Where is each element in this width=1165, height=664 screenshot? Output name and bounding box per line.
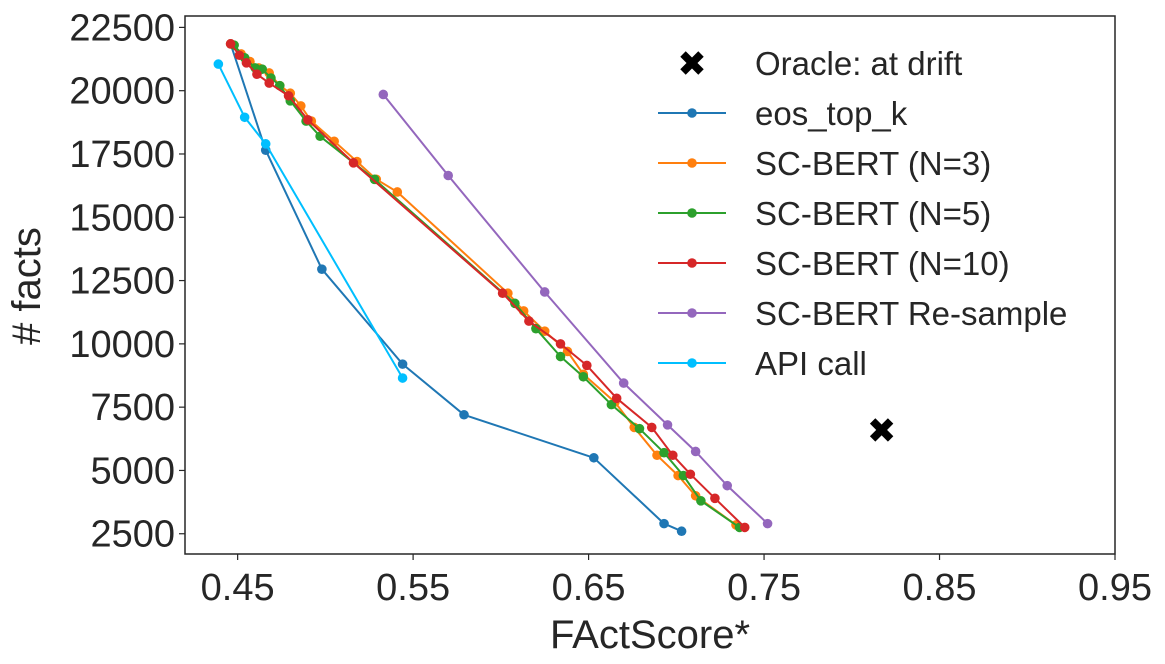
y-tick-label: 22500 <box>69 7 175 49</box>
data-point-sc-bert-n-10 <box>524 316 534 326</box>
data-point-sc-bert-re-sample <box>443 171 453 181</box>
y-axis: 2500 5000 7500 10000 12500 15000 17500 20000 225… <box>69 7 185 555</box>
data-point-sc-bert-n-10 <box>582 361 592 371</box>
data-point-sc-bert-n-10 <box>710 494 720 504</box>
x-axis-title: FActScore* <box>550 613 750 657</box>
data-point-sc-bert-n-10 <box>668 450 678 460</box>
legend-label-eos-top-k: eos_top_k <box>755 95 908 132</box>
y-tick-label: 17500 <box>69 134 175 176</box>
data-point-sc-bert-re-sample <box>722 481 732 491</box>
legend-marker-api-call <box>687 358 697 368</box>
data-point-sc-bert-n-10 <box>686 469 696 479</box>
legend-label-sc-bert-re-sample: SC-BERT Re-sample <box>755 295 1067 332</box>
data-point-sc-bert-n-10 <box>498 288 508 298</box>
data-point-sc-bert-n-10 <box>740 523 750 533</box>
data-point-sc-bert-n-10 <box>647 423 657 433</box>
data-point-sc-bert-n-10 <box>303 115 313 125</box>
legend-label-oracle: Oracle: at drift <box>755 45 962 82</box>
x-tick-label: 0.45 <box>201 567 275 609</box>
data-point-sc-bert-n-10 <box>252 69 262 79</box>
legend: Oracle: at drift eos_top_k SC-BERT (N=3) SC… <box>658 45 1067 382</box>
data-point-sc-bert-n-10 <box>264 78 274 88</box>
series-eos-top-k <box>226 39 687 536</box>
oracle-marker <box>873 421 891 439</box>
y-tick-label: 7500 <box>90 387 175 429</box>
plot-frame <box>185 16 1115 554</box>
data-point-sc-bert-re-sample <box>691 447 701 457</box>
data-point-eos-top-k <box>317 264 327 274</box>
legend-oracle-marker <box>683 54 701 72</box>
x-tick-label: 0.55 <box>376 567 450 609</box>
legend-label-api-call: API call <box>755 345 867 382</box>
legend-marker-sc-bert-re-sample <box>687 308 697 318</box>
data-point-sc-bert-n-10 <box>235 50 245 60</box>
data-point-sc-bert-n-10 <box>284 91 294 101</box>
legend-label-sc-bert-n-3: SC-BERT (N=3) <box>755 145 991 182</box>
y-tick-label: 15000 <box>69 197 175 239</box>
data-point-api-call <box>214 59 224 69</box>
series-line-sc-bert-re-sample <box>383 95 767 524</box>
data-point-sc-bert-n-10 <box>242 58 252 68</box>
x-tick-label: 0.65 <box>552 567 626 609</box>
data-point-eos-top-k <box>459 410 469 420</box>
y-tick-label: 10000 <box>69 324 175 366</box>
series-sc-bert-re-sample <box>378 90 772 529</box>
data-point-sc-bert-n-5 <box>556 352 566 362</box>
series-line-eos-top-k <box>231 44 682 531</box>
data-point-sc-bert-re-sample <box>378 90 388 100</box>
legend-marker-sc-bert-n-3 <box>687 158 697 168</box>
data-point-sc-bert-re-sample <box>763 519 773 529</box>
series-line-api-call <box>218 64 402 378</box>
x-tick-label: 0.85 <box>903 567 977 609</box>
data-point-sc-bert-re-sample <box>540 287 550 297</box>
legend-label-sc-bert-n-5: SC-BERT (N=5) <box>755 195 991 232</box>
legend-label-sc-bert-n-10: SC-BERT (N=10) <box>755 245 1010 282</box>
x-tick-label: 0.75 <box>727 567 801 609</box>
y-axis-title: # facts <box>5 227 49 345</box>
data-point-eos-top-k <box>677 526 687 536</box>
data-point-sc-bert-n-10 <box>556 339 566 349</box>
data-point-sc-bert-n-10 <box>226 39 236 49</box>
x-axis: 0.45 0.55 0.65 0.75 0.85 0.95 <box>201 554 1152 609</box>
data-point-eos-top-k <box>659 519 669 529</box>
y-tick-label: 12500 <box>69 261 175 303</box>
y-tick-label: 2500 <box>90 514 175 556</box>
data-point-api-call <box>261 139 271 149</box>
data-point-sc-bert-n-10 <box>349 158 359 168</box>
data-point-sc-bert-re-sample <box>619 378 629 388</box>
data-point-api-call <box>240 112 250 122</box>
legend-marker-sc-bert-n-5 <box>687 208 697 218</box>
data-point-sc-bert-re-sample <box>663 420 673 430</box>
data-point-sc-bert-n-10 <box>612 393 622 403</box>
oracle-layer <box>873 421 891 439</box>
x-tick-label: 0.95 <box>1078 567 1152 609</box>
data-point-sc-bert-n-5 <box>315 131 325 141</box>
y-tick-label: 5000 <box>90 450 175 492</box>
legend-marker-sc-bert-n-10 <box>687 258 697 268</box>
factscore-chart: 2500 5000 7500 10000 12500 15000 17500 20000 225… <box>0 0 1165 664</box>
data-point-api-call <box>398 373 408 383</box>
data-point-eos-top-k <box>589 453 599 463</box>
data-point-sc-bert-n-5 <box>579 372 589 382</box>
data-point-sc-bert-n-5 <box>635 424 645 434</box>
data-point-sc-bert-n-5 <box>696 496 706 506</box>
data-point-eos-top-k <box>398 359 408 369</box>
legend-marker-eos-top-k <box>687 108 697 118</box>
y-tick-label: 20000 <box>69 71 175 113</box>
